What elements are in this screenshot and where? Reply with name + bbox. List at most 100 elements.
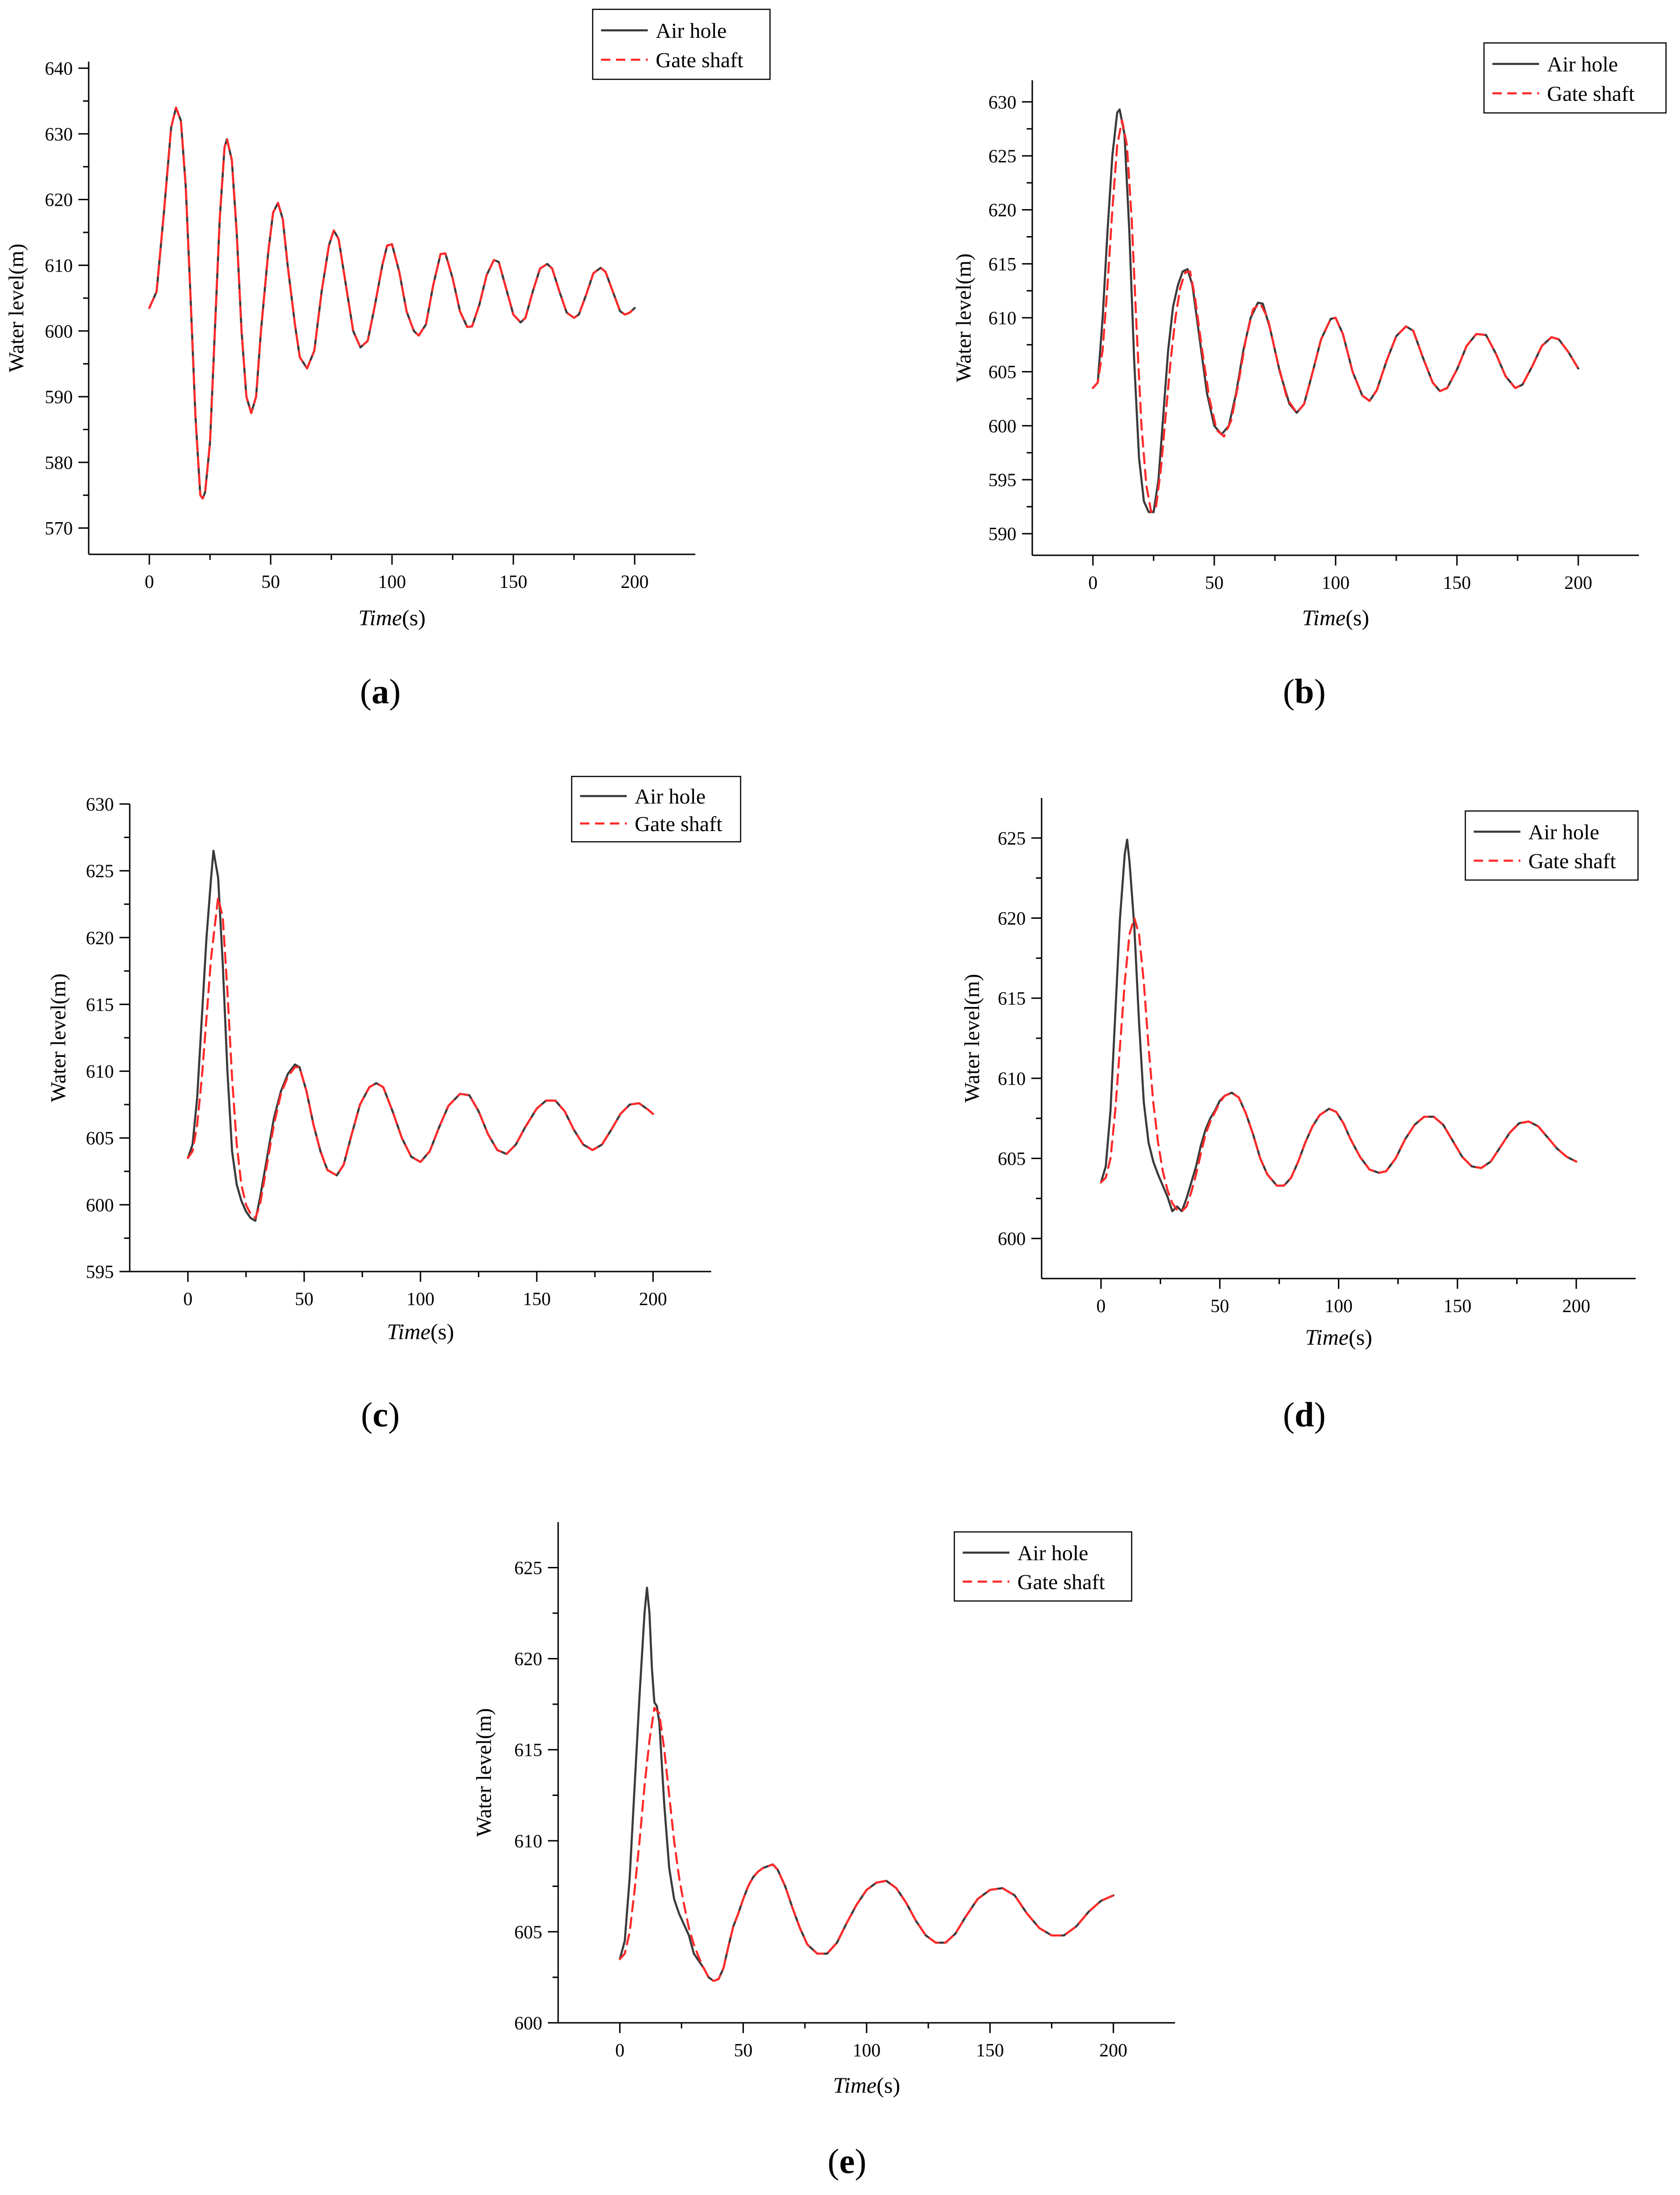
y-tick-label: 600 [86, 1195, 114, 1216]
x-tick-label: 100 [1325, 1295, 1353, 1316]
panel-caption-d: (d) [1283, 1396, 1326, 1434]
y-tick-label: 610 [86, 1061, 114, 1082]
legend-box [571, 776, 742, 843]
y-tick-label: 625 [514, 1558, 542, 1579]
legend-label-air-hole: Air hole [1528, 820, 1599, 844]
panel-caption-b: (b) [1283, 672, 1326, 711]
y-tick-label: 580 [45, 452, 73, 473]
series-line-air-hole [187, 849, 654, 1222]
x-tick-label: 200 [621, 571, 649, 592]
series-line-gate-shaft [1092, 119, 1580, 513]
y-tick-label: 615 [988, 253, 1016, 274]
series-line-gate-shaft [148, 106, 636, 500]
x-tick-label: 0 [1096, 1295, 1106, 1316]
legend: Air hole Gate shaft [1464, 810, 1639, 881]
series-line-gate-shaft [1100, 917, 1577, 1213]
y-tick-label: 620 [45, 189, 73, 210]
chart-panel-a: 570 580 590 600 610 620 630 640 0 50 100 150 200 Time… [4, 8, 771, 630]
legend-label-air-hole: Air hole [1017, 1541, 1088, 1565]
legend: Air hole Gate shaft [571, 776, 742, 843]
chart-panel-c: 595 600 605 610 615 620 625 630 0 50 100 150 200 Time… [46, 776, 742, 1344]
legend-box [1464, 810, 1639, 881]
x-tick-label: 50 [295, 1288, 314, 1309]
x-tick-label: 100 [1322, 572, 1350, 593]
legend: Air hole Gate shaft [592, 8, 771, 80]
x-tick-label: 200 [1564, 572, 1592, 593]
chart-panel-e: 600 605 610 615 620 625 0 50 100 150 200 Time(s) Wat… [472, 1522, 1175, 2098]
y-axis-label: Water level(m) [4, 244, 28, 372]
y-tick-label: 630 [45, 124, 73, 145]
y-tick-label: 625 [86, 860, 114, 881]
panel-caption-a: (a) [360, 672, 401, 711]
y-tick-label: 630 [86, 794, 114, 815]
x-tick-label: 150 [523, 1288, 551, 1309]
y-tick-label: 570 [45, 518, 73, 539]
y-tick-label: 615 [998, 988, 1026, 1009]
series-line-gate-shaft [187, 896, 654, 1219]
y-tick-label: 620 [86, 927, 114, 948]
y-tick-label: 590 [45, 386, 73, 407]
series-line-air-hole [1092, 108, 1580, 513]
series-line-air-hole [618, 1587, 1115, 1982]
panel-caption-c: (c) [361, 1396, 400, 1434]
legend-box [592, 8, 771, 80]
y-tick-label: 595 [86, 1261, 114, 1282]
x-tick-label: 200 [639, 1288, 667, 1309]
x-tick-label: 50 [1211, 1295, 1229, 1316]
x-axis-label: Time(s) [833, 2073, 900, 2098]
y-axis-label: Water level(m) [952, 253, 975, 382]
y-tick-label: 605 [514, 1922, 542, 1943]
x-tick-label: 0 [615, 2040, 624, 2061]
x-tick-label: 100 [378, 571, 406, 592]
y-tick-label: 590 [988, 524, 1016, 545]
series-line-air-hole [1100, 839, 1577, 1213]
x-tick-label: 50 [1205, 572, 1224, 593]
series-line-air-hole [148, 106, 636, 500]
y-tick-label: 625 [998, 828, 1026, 849]
y-tick-label: 610 [988, 308, 1016, 329]
x-tick-label: 200 [1562, 1295, 1590, 1316]
y-tick-label: 605 [86, 1128, 114, 1149]
y-axis-label: Water level(m) [46, 973, 70, 1102]
x-tick-label: 50 [261, 571, 280, 592]
y-tick-label: 605 [998, 1148, 1026, 1169]
y-tick-label: 620 [514, 1649, 542, 1670]
panel-caption-e: (e) [827, 2142, 867, 2181]
y-tick-label: 620 [988, 200, 1016, 221]
y-tick-label: 600 [45, 321, 73, 342]
y-tick-label: 620 [998, 908, 1026, 929]
y-tick-label: 600 [988, 415, 1016, 436]
y-tick-label: 610 [514, 1831, 542, 1852]
x-tick-label: 150 [1443, 1295, 1471, 1316]
y-tick-label: 625 [988, 146, 1016, 167]
x-tick-label: 0 [145, 571, 154, 592]
x-axis-label: Time(s) [358, 606, 426, 630]
x-tick-label: 100 [853, 2040, 881, 2061]
y-tick-label: 600 [998, 1228, 1026, 1249]
x-axis-label: Time(s) [1305, 1325, 1372, 1350]
legend: Air hole Gate shaft [953, 1531, 1133, 1602]
x-tick-label: 100 [406, 1288, 434, 1309]
x-axis-label: Time(s) [387, 1320, 454, 1344]
y-tick-label: 600 [514, 2013, 542, 2034]
x-tick-label: 50 [734, 2040, 753, 2061]
legend-label-gate-shaft: Gate shaft [635, 812, 722, 836]
y-tick-label: 610 [45, 255, 73, 276]
legend-label-air-hole: Air hole [635, 784, 706, 808]
legend-label-gate-shaft: Gate shaft [656, 48, 743, 72]
legend-label-gate-shaft: Gate shaft [1017, 1570, 1105, 1594]
y-tick-label: 615 [514, 1740, 542, 1761]
y-axis-label: Water level(m) [960, 974, 984, 1103]
y-tick-label: 595 [988, 469, 1016, 490]
legend-label-air-hole: Air hole [1547, 52, 1618, 76]
y-tick-label: 640 [45, 58, 73, 79]
y-tick-label: 605 [988, 362, 1016, 383]
y-axis-label: Water level(m) [472, 1708, 496, 1837]
legend-box [953, 1531, 1133, 1602]
legend-label-gate-shaft: Gate shaft [1547, 82, 1635, 105]
chart-panel-b: 590 595 600 605 610 615 620 625 630 0 50 100 150 200 T… [952, 42, 1667, 630]
x-tick-label: 200 [1099, 2040, 1127, 2061]
x-tick-label: 0 [1088, 572, 1098, 593]
x-tick-label: 150 [499, 571, 527, 592]
